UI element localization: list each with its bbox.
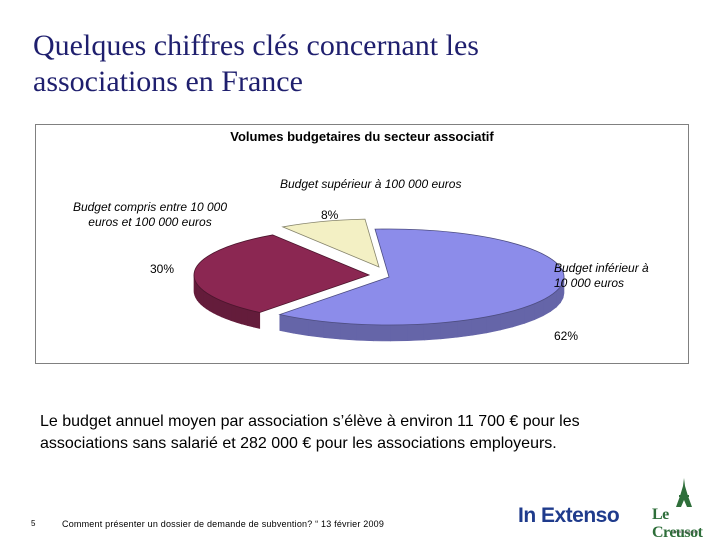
footer-text: Comment présenter un dossier de demande …	[62, 519, 384, 529]
pie-side-0-27	[472, 317, 487, 335]
pie-side-0-37	[308, 320, 323, 338]
summary-line-1: Le budget annuel moyen par association s…	[40, 411, 680, 433]
le-creusot-logo: Le Creusot	[652, 506, 720, 542]
pie-side-0-38	[294, 317, 309, 335]
pie-side-1-9	[210, 295, 214, 313]
slide-title-line-2: associations en France	[33, 64, 633, 100]
in-extenso-logo: In Extenso	[518, 504, 619, 528]
pie-chart: Volumes budgetaires du secteur associati…	[35, 124, 689, 364]
chart-title: Volumes budgetaires du secteur associati…	[36, 129, 688, 144]
pie-side-0-35	[340, 323, 357, 340]
slide-title-line-1: Quelques chiffres clés concernant les	[33, 28, 633, 64]
pie-side-1-5	[226, 303, 231, 321]
pie-side-1-2	[242, 308, 248, 326]
pie-side-1-12	[201, 288, 203, 306]
pie-side-1-8	[213, 297, 217, 315]
summary-text: Le budget annuel moyen par association s…	[40, 411, 680, 455]
pie-side-0-34	[356, 324, 373, 341]
label-slice-high: Budget supérieur à 100 000 euros	[280, 177, 461, 192]
page-number: 5	[31, 519, 35, 528]
summary-line-2: associations sans salarié et 282 000 € p…	[40, 433, 680, 455]
pie-side-0-33	[373, 325, 390, 341]
pie-side-0-30	[424, 323, 441, 340]
pie-side-1-7	[217, 299, 221, 317]
label-slice-low-line-2: 10 000 euros	[554, 276, 649, 291]
pie-side-0-31	[407, 324, 424, 341]
label-slice-mid-line-2: euros et 100 000 euros	[58, 215, 242, 230]
label-slice-mid: Budget compris entre 10 000 euros et 100…	[58, 200, 242, 230]
pie-side-1-0	[253, 311, 259, 328]
le-creusot-logo-sub: ma Bourgogne	[672, 529, 698, 534]
label-slice-low: Budget inférieur à 10 000 euros	[554, 261, 649, 291]
pie-side-0-39	[280, 315, 294, 334]
pie-side-1-11	[204, 291, 207, 309]
pct-slice-low: 62%	[554, 329, 578, 343]
pie-side-1-3	[236, 306, 242, 324]
tower-icon	[672, 478, 696, 508]
pct-slice-mid: 30%	[150, 262, 174, 276]
pie-side-1-1	[247, 310, 253, 328]
pct-slice-high: 8%	[321, 208, 338, 222]
pie-side-1-4	[231, 304, 236, 322]
label-slice-mid-line-1: Budget compris entre 10 000	[58, 200, 242, 215]
label-slice-high-line-1: Budget supérieur à 100 000 euros	[280, 177, 461, 191]
pie-chart-canvas	[36, 125, 688, 363]
label-slice-low-line-1: Budget inférieur à	[554, 261, 649, 276]
pie-side-1-6	[221, 301, 226, 319]
pie-side-0-28	[457, 319, 472, 337]
pie-side-0-29	[441, 321, 457, 339]
pie-side-1-10	[206, 293, 209, 311]
pie-side-0-36	[324, 322, 340, 340]
slide-title: Quelques chiffres clés concernant les as…	[33, 28, 633, 100]
pie-side-0-32	[390, 325, 407, 341]
pie-side-1-13	[199, 286, 201, 304]
